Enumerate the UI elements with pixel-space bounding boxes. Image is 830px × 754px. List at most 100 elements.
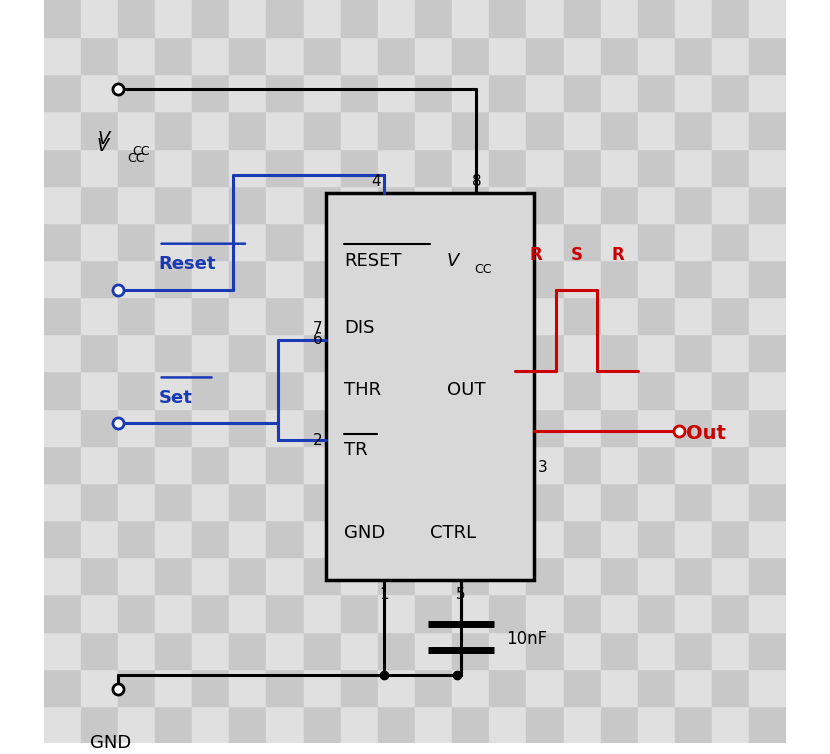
Bar — [564, 372, 601, 409]
Bar — [155, 75, 192, 112]
Bar — [452, 669, 490, 706]
Bar — [564, 557, 601, 594]
Bar — [43, 0, 81, 37]
Bar — [155, 334, 192, 372]
Bar — [526, 334, 564, 372]
Bar — [601, 706, 638, 743]
Bar — [490, 297, 526, 334]
Bar — [81, 409, 118, 446]
Bar — [81, 557, 118, 594]
Bar — [712, 260, 749, 297]
Bar — [712, 334, 749, 372]
Bar — [712, 223, 749, 260]
Text: V: V — [97, 137, 109, 155]
Bar — [526, 372, 564, 409]
Bar — [415, 260, 452, 297]
Bar — [192, 483, 229, 520]
Bar — [118, 75, 155, 112]
Bar — [266, 37, 304, 75]
Bar — [229, 297, 266, 334]
Bar — [638, 594, 675, 632]
Bar — [118, 297, 155, 334]
Text: CC: CC — [128, 152, 145, 165]
Bar — [675, 297, 712, 334]
Bar — [415, 75, 452, 112]
Bar — [638, 706, 675, 743]
Bar — [155, 372, 192, 409]
Bar — [266, 372, 304, 409]
Bar — [43, 372, 81, 409]
Bar — [43, 520, 81, 557]
Bar — [490, 334, 526, 372]
Bar — [192, 37, 229, 75]
Bar — [155, 409, 192, 446]
Bar — [601, 520, 638, 557]
Bar — [118, 446, 155, 483]
Bar — [490, 75, 526, 112]
Bar — [452, 632, 490, 669]
Bar — [304, 483, 340, 520]
Bar — [304, 37, 340, 75]
Bar — [192, 446, 229, 483]
Bar — [378, 185, 415, 223]
Bar — [43, 409, 81, 446]
Bar — [229, 223, 266, 260]
Bar — [81, 297, 118, 334]
Bar — [526, 669, 564, 706]
Bar — [155, 223, 192, 260]
Bar — [118, 260, 155, 297]
Bar — [749, 557, 787, 594]
Text: THR: THR — [344, 382, 382, 399]
Bar — [304, 0, 340, 37]
Bar — [638, 260, 675, 297]
Bar — [43, 334, 81, 372]
Bar — [340, 409, 378, 446]
Bar — [266, 557, 304, 594]
Bar — [43, 557, 81, 594]
Bar — [452, 706, 490, 743]
Bar — [155, 520, 192, 557]
Bar — [81, 260, 118, 297]
Bar — [229, 409, 266, 446]
Bar — [266, 594, 304, 632]
Bar — [452, 223, 490, 260]
Bar — [155, 557, 192, 594]
Bar — [638, 149, 675, 185]
Text: 8: 8 — [472, 174, 481, 189]
Bar — [43, 669, 81, 706]
Bar — [43, 594, 81, 632]
Bar — [266, 520, 304, 557]
Bar — [229, 483, 266, 520]
Bar — [81, 594, 118, 632]
Bar — [675, 669, 712, 706]
Bar — [43, 706, 81, 743]
Bar — [564, 409, 601, 446]
Bar — [452, 185, 490, 223]
Bar — [266, 669, 304, 706]
Bar — [340, 632, 378, 669]
Bar — [564, 260, 601, 297]
Bar — [229, 37, 266, 75]
Bar — [192, 0, 229, 37]
Bar — [81, 446, 118, 483]
Bar — [378, 594, 415, 632]
Bar — [601, 632, 638, 669]
Bar — [340, 557, 378, 594]
Bar — [43, 37, 81, 75]
Bar — [452, 149, 490, 185]
Bar — [452, 0, 490, 37]
Bar — [675, 557, 712, 594]
Bar — [526, 112, 564, 149]
Bar — [81, 372, 118, 409]
Bar — [155, 185, 192, 223]
Bar — [155, 260, 192, 297]
Bar — [81, 669, 118, 706]
Bar — [601, 372, 638, 409]
Bar — [378, 112, 415, 149]
Bar — [340, 75, 378, 112]
Bar — [340, 223, 378, 260]
Bar — [749, 409, 787, 446]
Bar — [564, 446, 601, 483]
Bar — [304, 297, 340, 334]
Bar — [749, 520, 787, 557]
